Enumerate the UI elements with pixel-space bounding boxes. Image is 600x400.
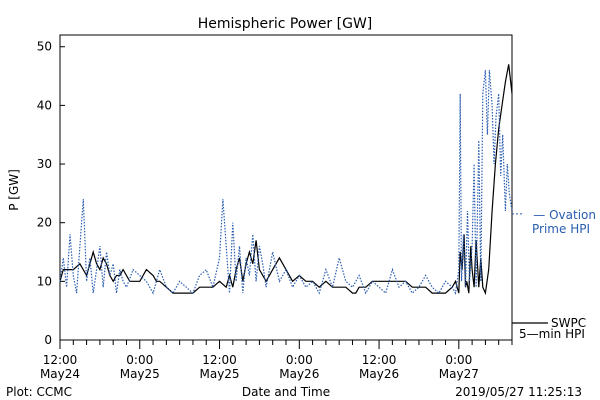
legend-swpc-label: SWPC	[551, 316, 586, 330]
plot-frame	[59, 34, 513, 341]
legend-ovation-label: — Ovation	[533, 208, 596, 222]
series-layer	[59, 64, 513, 296]
x-tick-time-label: 12:00	[43, 353, 78, 367]
x-tick-time-label: 0:00	[445, 353, 472, 367]
footer-timestamp: 2019/05/27 11:25:13	[455, 385, 582, 399]
y-axis-label: P [GW]	[7, 169, 21, 211]
x-tick-time-label: 12:00	[202, 353, 237, 367]
y-axis: 0 10 20 30 40 50	[37, 40, 65, 347]
y-tick-label: 40	[37, 98, 52, 112]
x-tick-date-label: May26	[279, 367, 319, 381]
y-tick-label: 30	[37, 157, 52, 171]
x-tick-time-label: 0:00	[126, 353, 153, 367]
y-tick-label: 10	[37, 274, 52, 288]
x-tick-date-label: May26	[359, 367, 399, 381]
swpc-hpi-line	[59, 64, 513, 296]
legend-ovation-label: Prime HPI	[532, 222, 590, 236]
footer-plot-credit: Plot: CCMC	[6, 385, 72, 399]
x-axis-label: Date and Time	[242, 385, 330, 399]
x-tick-time-label: 12:00	[362, 353, 397, 367]
y-tick-label: 50	[37, 40, 52, 54]
y-tick-label: 0	[44, 333, 52, 347]
legend-swpc-label: 5—min HPI	[519, 327, 585, 341]
chart-title: Hemispheric Power [GW]	[198, 16, 373, 32]
x-tick-date-label: May24	[40, 367, 80, 381]
x-axis: 12:00May240:00May2512:00May250:00May2612…	[40, 340, 513, 381]
x-tick-time-label: 0:00	[286, 353, 313, 367]
x-tick-date-label: May27	[439, 367, 479, 381]
y-tick-label: 20	[37, 216, 52, 230]
x-tick-date-label: May25	[199, 367, 239, 381]
ovation-prime-hpi-line	[59, 70, 513, 295]
x-tick-date-label: May25	[120, 367, 160, 381]
